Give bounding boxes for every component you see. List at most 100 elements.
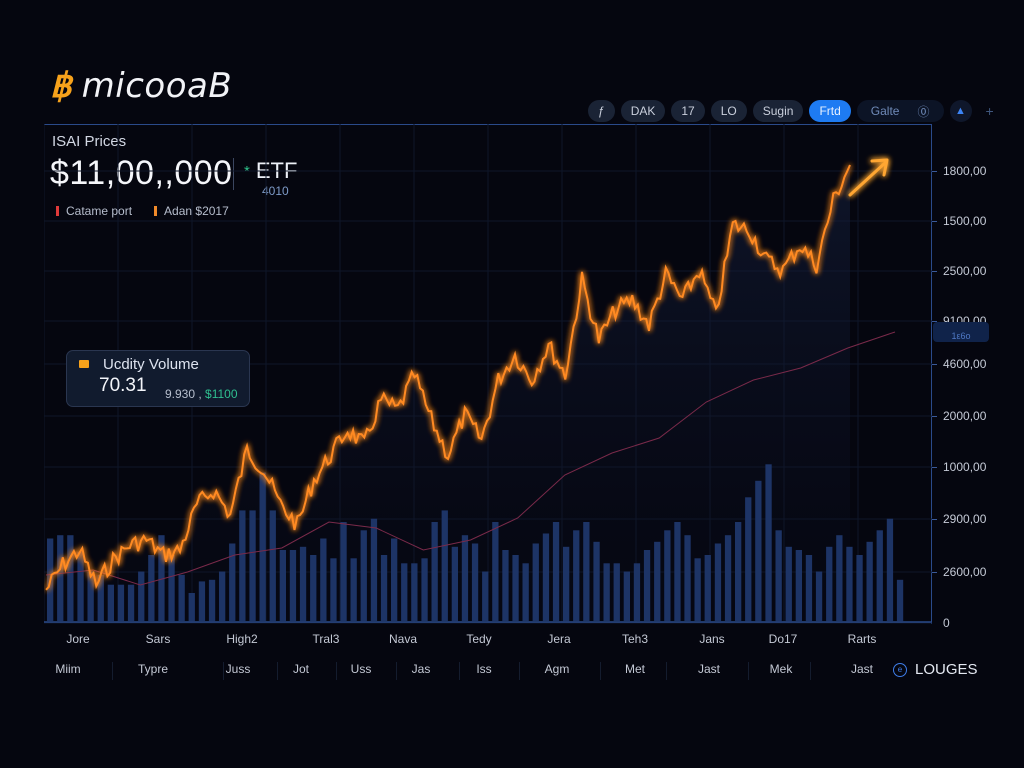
volume-bar bbox=[87, 571, 94, 621]
range-divider bbox=[112, 662, 113, 680]
volume-bar bbox=[330, 558, 337, 621]
range-option[interactable]: Juss bbox=[225, 662, 251, 676]
volume-bar bbox=[127, 584, 135, 621]
y-axis-badge: 1ε6ο bbox=[933, 322, 989, 342]
y-tick: 1800,00 bbox=[932, 164, 986, 178]
toolbar-button-frtd[interactable]: Frtd bbox=[809, 100, 851, 122]
e-circle-icon: e bbox=[893, 662, 907, 677]
range-option[interactable]: Typre bbox=[137, 662, 169, 676]
volume-tooltip: Ucdity Volume 70.31 9.930 , $1100 bbox=[66, 350, 250, 407]
range-option[interactable]: Jast bbox=[850, 662, 874, 676]
volume-bar bbox=[289, 550, 297, 621]
range-option[interactable]: Agm bbox=[544, 662, 570, 676]
toolbar-button-dak[interactable]: DAK bbox=[620, 100, 666, 122]
legend-item-adan[interactable]: Adan $2017 bbox=[154, 204, 229, 218]
chart-title: ISAI Prices bbox=[52, 133, 127, 150]
volume-bar bbox=[492, 522, 499, 621]
volume-bar bbox=[279, 550, 286, 621]
volume-bars bbox=[47, 464, 904, 622]
louges-label: LOUGES bbox=[915, 661, 978, 678]
range-option[interactable]: Uss bbox=[350, 662, 372, 676]
volume-bar bbox=[350, 558, 357, 621]
range-option[interactable]: Jast bbox=[697, 662, 721, 676]
range-divider bbox=[810, 662, 811, 680]
y-tick: 2500,00 bbox=[932, 264, 986, 278]
range-option[interactable]: Miim bbox=[55, 662, 81, 676]
volume-bar bbox=[846, 546, 853, 622]
volume-bar bbox=[370, 518, 378, 621]
volume-bar bbox=[805, 555, 813, 621]
y-tick-label: 2600,00 bbox=[943, 565, 987, 579]
volume-bar bbox=[694, 558, 701, 621]
volume-bar bbox=[77, 551, 84, 621]
range-divider bbox=[666, 662, 667, 680]
y-tick-label: 0 bbox=[943, 616, 950, 630]
volume-bar bbox=[219, 571, 226, 621]
volume-bar bbox=[411, 563, 418, 621]
y-tick-label: 1500,00 bbox=[943, 214, 987, 228]
legend-label: Catame port bbox=[66, 204, 133, 218]
price-chart[interactable] bbox=[44, 124, 932, 624]
range-option[interactable]: Jas bbox=[411, 662, 431, 676]
y-tick: 2000,00 bbox=[932, 409, 986, 423]
search-label: Galte bbox=[870, 104, 900, 118]
range-option[interactable]: Iss bbox=[476, 662, 492, 676]
volume-bar bbox=[451, 546, 458, 622]
volume-bar bbox=[360, 530, 367, 622]
x-tick-label: Jera bbox=[547, 632, 571, 646]
y-tick-label: 4600,00 bbox=[943, 357, 987, 371]
range-option[interactable]: Met bbox=[624, 662, 646, 676]
tooltip-sub: 9.930 , $1100 bbox=[165, 387, 238, 401]
x-tick-label: Teh3 bbox=[621, 632, 649, 646]
price-line bbox=[45, 164, 851, 591]
volume-bar bbox=[198, 581, 206, 621]
y-tick-label: 2900,00 bbox=[943, 512, 987, 526]
toolbar-button-lo[interactable]: LO bbox=[710, 100, 747, 122]
volume-bar bbox=[896, 579, 904, 622]
brand-logo[interactable]: ฿ micooaB bbox=[50, 66, 232, 106]
crosshair-icon[interactable]: + bbox=[985, 103, 994, 119]
y-axis-line bbox=[931, 124, 932, 624]
volume-bar bbox=[391, 538, 398, 621]
range-option[interactable]: Mek bbox=[769, 662, 793, 676]
trend-arrow-icon bbox=[848, 158, 889, 197]
volume-bar bbox=[866, 541, 873, 621]
volume-bar bbox=[755, 480, 762, 622]
volume-bar bbox=[593, 541, 600, 621]
volume-bar bbox=[380, 555, 388, 621]
price-area-fill bbox=[46, 165, 850, 621]
volume-bar bbox=[674, 522, 681, 621]
volume-bar bbox=[67, 535, 74, 621]
y-tick: 1000,00 bbox=[932, 460, 986, 474]
toolbar-button-sugin[interactable]: Sugin bbox=[752, 100, 804, 122]
volume-bar bbox=[340, 522, 347, 621]
volume-bar bbox=[431, 522, 438, 621]
volume-bar bbox=[552, 522, 560, 621]
volume-bar bbox=[471, 543, 479, 621]
bitcoin-icon: ฿ bbox=[50, 67, 72, 105]
volume-bar bbox=[573, 530, 580, 622]
toolbar-button-function[interactable]: ƒ bbox=[588, 100, 615, 122]
toolbar-button-17[interactable]: 17 bbox=[671, 100, 705, 122]
legend-item-catame-port[interactable]: Catame port bbox=[56, 204, 132, 218]
search-field[interactable]: Galte ⓪ bbox=[856, 100, 944, 122]
range-divider bbox=[277, 662, 278, 680]
range-divider bbox=[519, 662, 520, 680]
triangle-icon-button[interactable]: ▲ bbox=[949, 100, 972, 122]
range-divider bbox=[336, 662, 337, 680]
chart-legend: Catame port Adan $2017 bbox=[56, 204, 229, 218]
volume-bar bbox=[208, 579, 216, 622]
volume-bar bbox=[826, 546, 833, 622]
chat-icon bbox=[79, 360, 89, 368]
volume-bar bbox=[785, 546, 792, 622]
volume-bar bbox=[310, 555, 317, 621]
y-tick: 2900,00 bbox=[932, 512, 986, 526]
range-option[interactable]: Jot bbox=[292, 662, 310, 676]
volume-bar bbox=[623, 571, 630, 621]
volume-bar bbox=[259, 472, 266, 621]
louges-button[interactable]: e LOUGES bbox=[893, 661, 978, 678]
volume-bar bbox=[724, 535, 732, 621]
volume-bar bbox=[461, 535, 469, 621]
x-tick-label: Sars bbox=[145, 632, 171, 646]
volume-bar bbox=[876, 530, 883, 622]
